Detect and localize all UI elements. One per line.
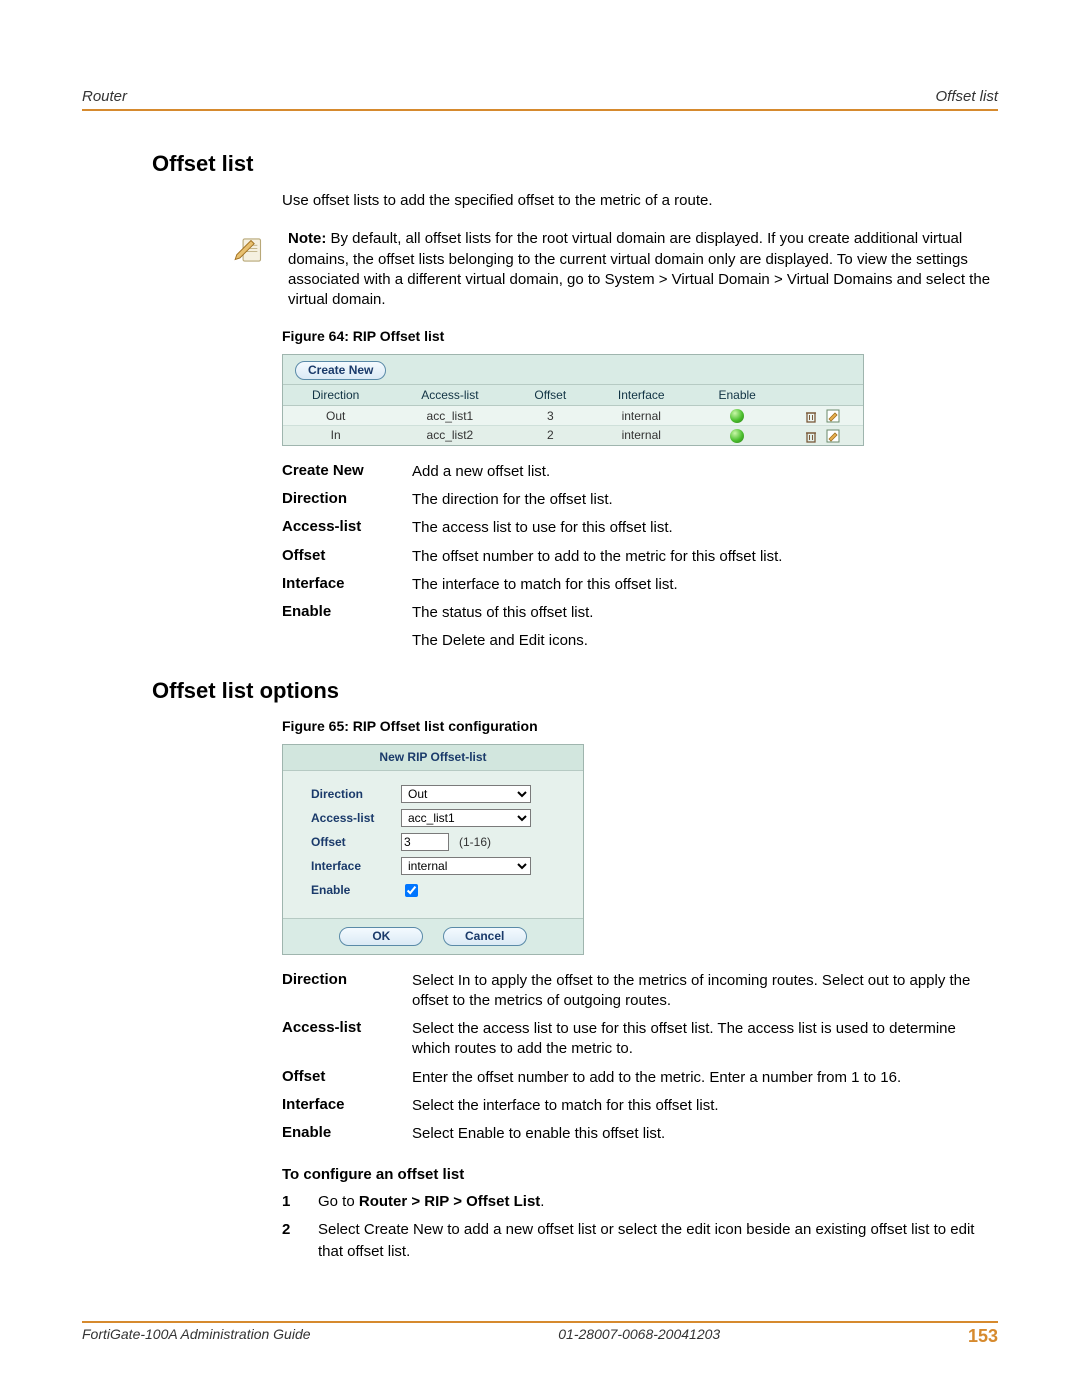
- cell-direction: Out: [283, 406, 388, 426]
- def-desc: Select Enable to enable this offset list…: [412, 1124, 998, 1144]
- def-term: Offset: [282, 547, 412, 567]
- def-term: Interface: [282, 575, 412, 595]
- rip-offset-form: New RIP Offset-list Direction Out Access…: [282, 744, 584, 955]
- intro-paragraph: Use offset lists to add the specified of…: [282, 191, 998, 211]
- def-desc: Enter the offset number to add to the me…: [412, 1068, 998, 1088]
- label-enable: Enable: [311, 883, 401, 897]
- label-access-list: Access-list: [311, 811, 401, 825]
- footer-center: 01-28007-0068-20041203: [558, 1326, 720, 1347]
- step-row: 2 Select Create New to add a new offset …: [282, 1219, 998, 1263]
- col-interface: Interface: [589, 385, 693, 406]
- def-desc: The access list to use for this offset l…: [412, 518, 998, 538]
- col-offset: Offset: [511, 385, 589, 406]
- def-term: Enable: [282, 603, 412, 623]
- footer-rule: [82, 1321, 998, 1323]
- def-term: Access-list: [282, 1019, 412, 1060]
- create-new-button[interactable]: Create New: [295, 361, 386, 380]
- cell-enable: [693, 406, 781, 426]
- form-title: New RIP Offset-list: [283, 745, 583, 771]
- enable-icon: [730, 409, 744, 423]
- note-icon: [232, 231, 270, 269]
- col-direction: Direction: [283, 385, 388, 406]
- steps-heading: To configure an offset list: [282, 1166, 998, 1183]
- cell-access-list: acc_list2: [388, 426, 511, 445]
- col-enable: Enable: [693, 385, 781, 406]
- section-title-offset-list: Offset list: [152, 151, 998, 177]
- step-number: 2: [282, 1219, 318, 1263]
- def-desc: Add a new offset list.: [412, 462, 998, 482]
- definitions-1: Create NewAdd a new offset list. Directi…: [282, 462, 998, 652]
- cell-access-list: acc_list1: [388, 406, 511, 426]
- cell-direction: In: [283, 426, 388, 445]
- ok-button[interactable]: OK: [339, 927, 423, 946]
- figure-65-caption: Figure 65: RIP Offset list configuration: [282, 718, 998, 734]
- col-access-list: Access-list: [388, 385, 511, 406]
- def-term: Interface: [282, 1096, 412, 1116]
- rip-offset-list-table: Create New Direction Access-list Offset …: [282, 354, 864, 446]
- def-desc: The offset number to add to the metric f…: [412, 547, 998, 567]
- delete-icon[interactable]: [804, 429, 818, 443]
- def-desc: The Delete and Edit icons.: [412, 631, 998, 651]
- label-offset: Offset: [311, 835, 401, 849]
- cell-interface: internal: [589, 426, 693, 445]
- header-left: Router: [82, 88, 127, 105]
- label-direction: Direction: [311, 787, 401, 801]
- table-row: Out acc_list1 3 internal: [283, 406, 863, 426]
- def-desc: The interface to match for this offset l…: [412, 575, 998, 595]
- cell-offset: 2: [511, 426, 589, 445]
- note-text: Note: Note: By default, all offset lists…: [288, 229, 998, 310]
- header-rule: [82, 109, 998, 111]
- edit-icon[interactable]: [826, 409, 840, 423]
- offset-input[interactable]: [401, 833, 449, 851]
- def-desc: Select the interface to match for this o…: [412, 1096, 998, 1116]
- step-row: 1 Go to Router > RIP > Offset List.: [282, 1191, 998, 1213]
- def-desc: Select In to apply the offset to the met…: [412, 971, 998, 1012]
- figure-64-caption: Figure 64: RIP Offset list: [282, 328, 998, 344]
- def-desc: The direction for the offset list.: [412, 490, 998, 510]
- section-title-offset-options: Offset list options: [152, 678, 998, 704]
- offset-range-hint: (1-16): [459, 835, 491, 849]
- label-interface: Interface: [311, 859, 401, 873]
- def-term: Offset: [282, 1068, 412, 1088]
- cancel-button[interactable]: Cancel: [443, 927, 527, 946]
- col-actions: [781, 385, 863, 406]
- access-list-select[interactable]: acc_list1: [401, 809, 531, 827]
- page-number: 153: [968, 1326, 998, 1347]
- step-body: Go to Router > RIP > Offset List.: [318, 1191, 998, 1213]
- def-desc: The status of this offset list.: [412, 603, 998, 623]
- definitions-2: DirectionSelect In to apply the offset t…: [282, 971, 998, 1145]
- def-term: Direction: [282, 490, 412, 510]
- cell-interface: internal: [589, 406, 693, 426]
- def-term: Access-list: [282, 518, 412, 538]
- def-term: Create New: [282, 462, 412, 482]
- table-row: In acc_list2 2 internal: [283, 426, 863, 445]
- delete-icon[interactable]: [804, 409, 818, 423]
- def-term: Direction: [282, 971, 412, 1012]
- cell-enable: [693, 426, 781, 445]
- step-body: Select Create New to add a new offset li…: [318, 1219, 998, 1263]
- enable-icon: [730, 429, 744, 443]
- def-term: [282, 631, 412, 651]
- footer-left: FortiGate-100A Administration Guide: [82, 1326, 311, 1347]
- direction-select[interactable]: Out: [401, 785, 531, 803]
- enable-checkbox[interactable]: [405, 884, 418, 897]
- def-term: Enable: [282, 1124, 412, 1144]
- step-number: 1: [282, 1191, 318, 1213]
- edit-icon[interactable]: [826, 429, 840, 443]
- cell-offset: 3: [511, 406, 589, 426]
- header-right: Offset list: [935, 88, 998, 105]
- interface-select[interactable]: internal: [401, 857, 531, 875]
- def-desc: Select the access list to use for this o…: [412, 1019, 998, 1060]
